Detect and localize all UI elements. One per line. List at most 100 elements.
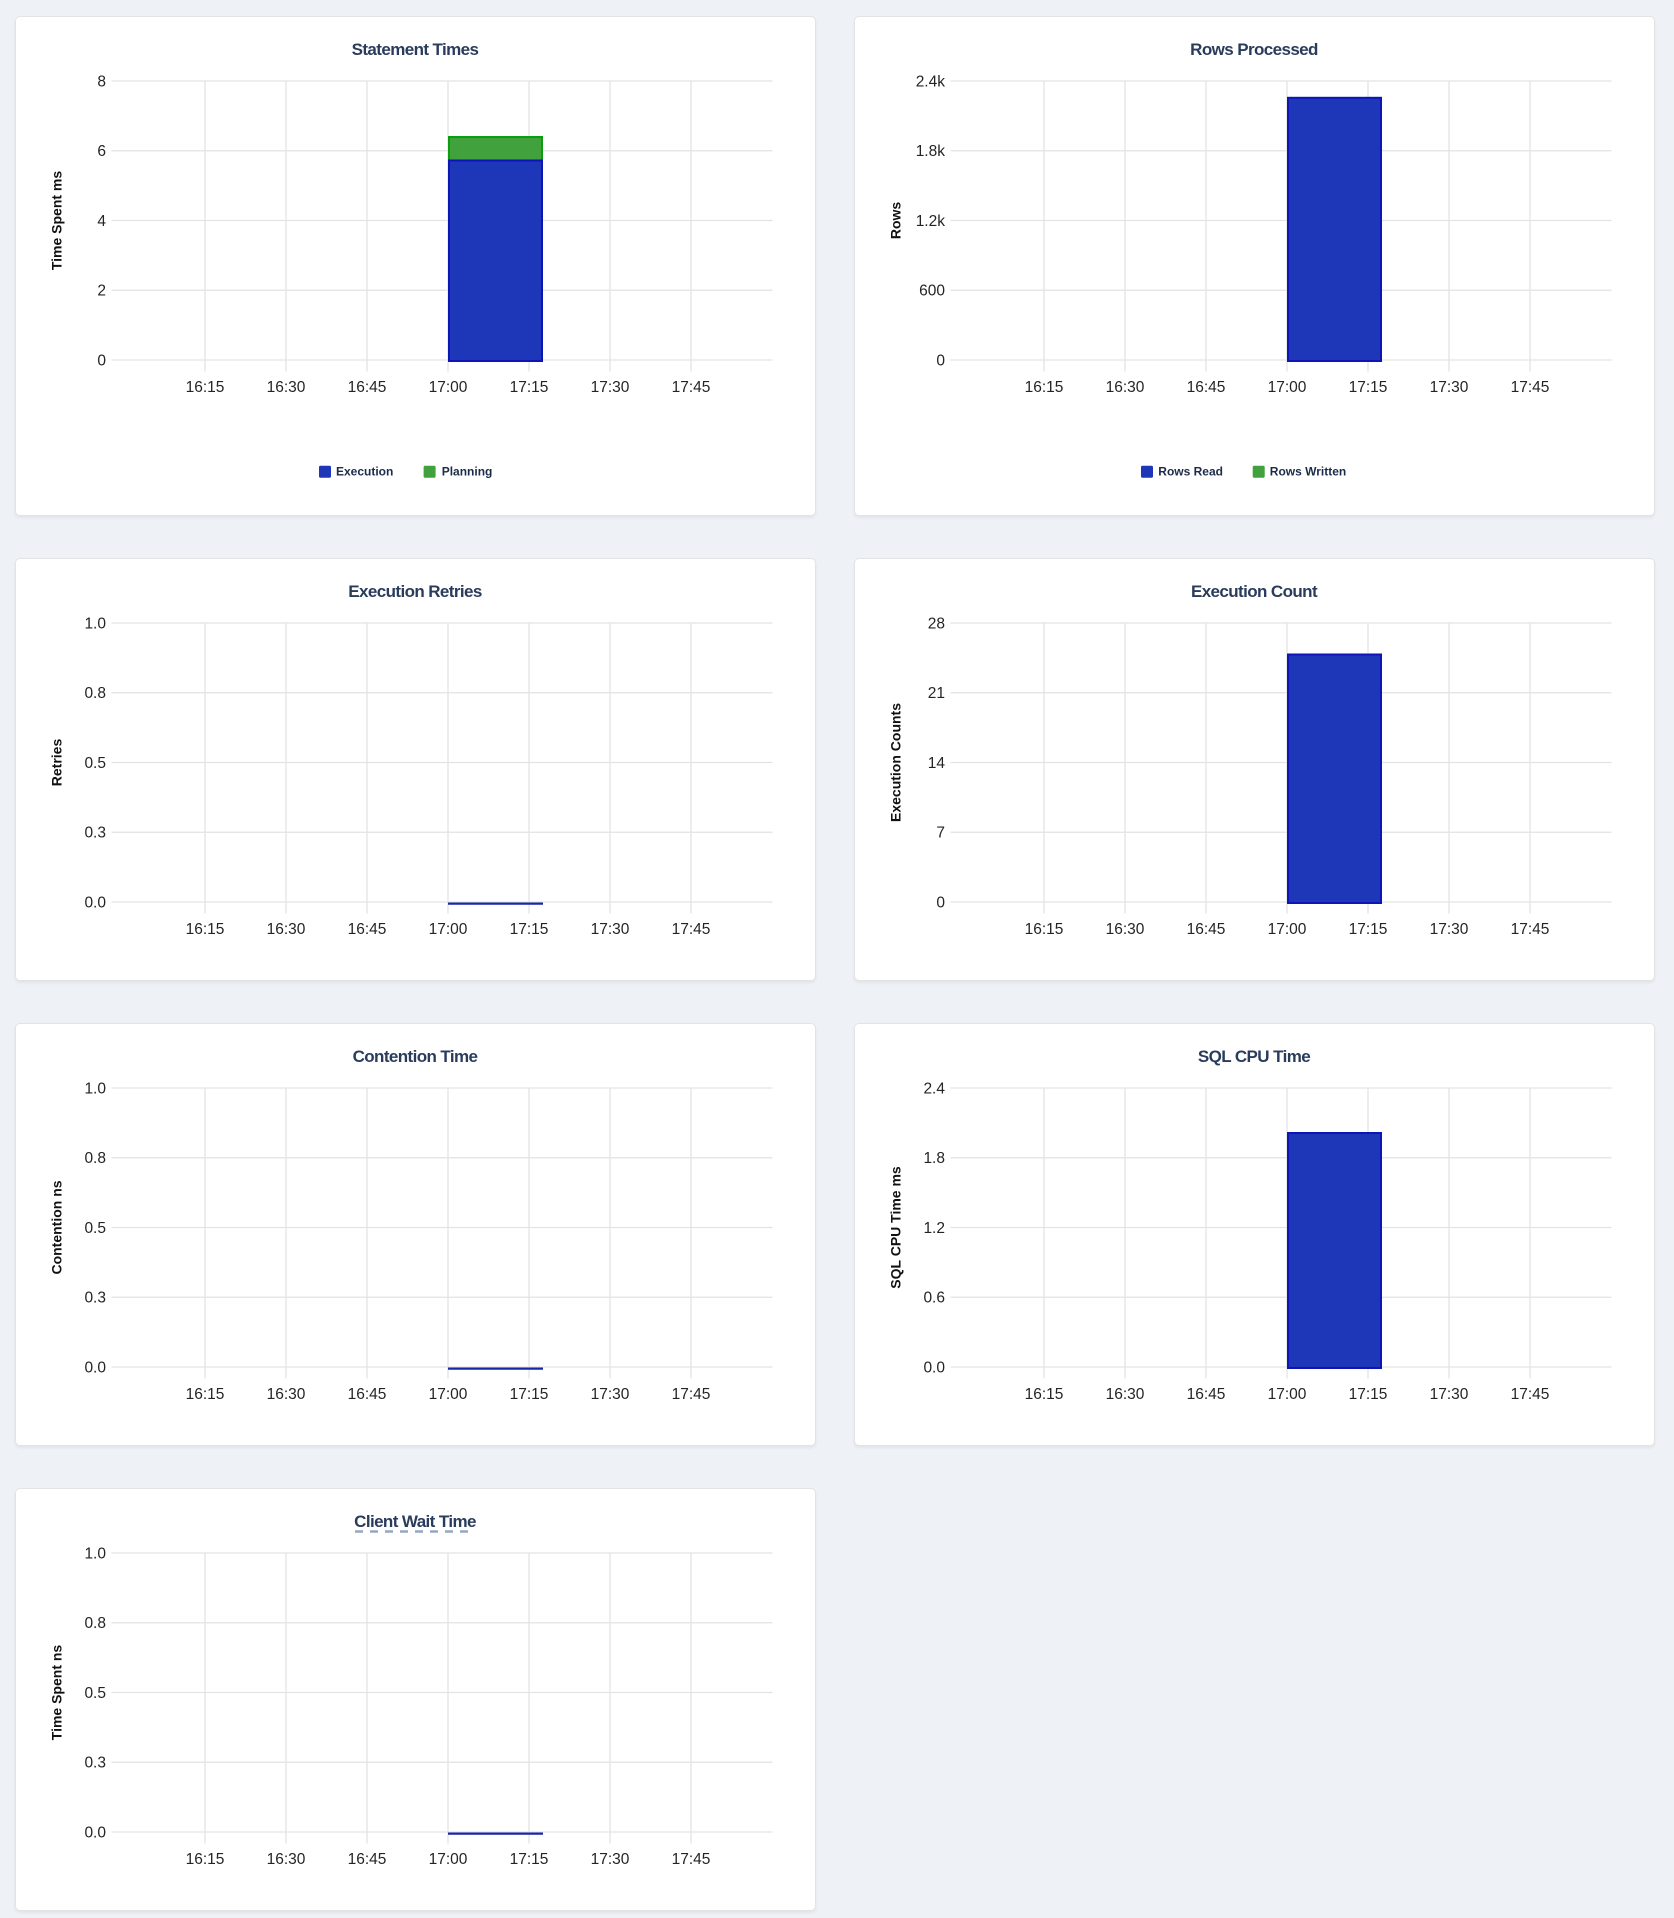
svg-text:16:45: 16:45 [1187, 1386, 1226, 1403]
svg-text:17:15: 17:15 [1349, 921, 1388, 938]
svg-text:17:00: 17:00 [429, 379, 468, 396]
svg-text:17:30: 17:30 [1430, 921, 1469, 938]
svg-text:14: 14 [928, 755, 946, 772]
svg-text:17:15: 17:15 [1349, 1386, 1388, 1403]
svg-text:6: 6 [97, 143, 106, 160]
svg-text:17:30: 17:30 [591, 1851, 630, 1868]
svg-text:17:45: 17:45 [672, 921, 711, 938]
svg-text:Execution Counts: Execution Counts [888, 703, 904, 822]
svg-text:Rows Read: Rows Read [1158, 465, 1223, 479]
svg-text:1.2k: 1.2k [916, 213, 946, 230]
svg-text:1.0: 1.0 [84, 615, 106, 632]
svg-text:16:15: 16:15 [186, 921, 225, 938]
svg-text:16:45: 16:45 [1187, 379, 1226, 396]
svg-text:17:15: 17:15 [1349, 379, 1388, 396]
svg-text:Retries: Retries [49, 739, 65, 787]
svg-text:16:30: 16:30 [267, 1386, 306, 1403]
svg-text:7: 7 [936, 825, 945, 842]
svg-text:2.4k: 2.4k [916, 73, 946, 90]
svg-text:Time Spent ms: Time Spent ms [49, 171, 65, 271]
svg-text:0.6: 0.6 [923, 1290, 945, 1307]
svg-text:1.8: 1.8 [923, 1150, 945, 1167]
svg-text:0.5: 0.5 [84, 1220, 106, 1237]
svg-text:16:30: 16:30 [1106, 921, 1145, 938]
svg-text:0.5: 0.5 [84, 1685, 106, 1702]
svg-text:17:30: 17:30 [591, 1386, 630, 1403]
svg-text:0.5: 0.5 [84, 755, 106, 772]
svg-text:Contention ns: Contention ns [49, 1180, 65, 1274]
svg-text:17:00: 17:00 [1268, 921, 1307, 938]
svg-text:SQL CPU Time ms: SQL CPU Time ms [888, 1166, 904, 1289]
svg-text:16:15: 16:15 [186, 1851, 225, 1868]
svg-text:17:45: 17:45 [1511, 921, 1550, 938]
svg-text:SQL CPU Time: SQL CPU Time [1198, 1047, 1310, 1066]
svg-text:Time Spent ns: Time Spent ns [49, 1645, 65, 1741]
svg-text:600: 600 [919, 283, 945, 300]
svg-text:17:45: 17:45 [1511, 1386, 1550, 1403]
svg-text:16:15: 16:15 [186, 1386, 225, 1403]
svg-text:16:30: 16:30 [1106, 379, 1145, 396]
svg-text:4: 4 [97, 213, 106, 230]
svg-text:8: 8 [97, 73, 106, 90]
svg-text:Execution Count: Execution Count [1191, 582, 1318, 601]
svg-text:17:45: 17:45 [672, 1386, 711, 1403]
svg-text:17:15: 17:15 [510, 1851, 549, 1868]
svg-text:28: 28 [928, 615, 945, 632]
svg-text:0.0: 0.0 [84, 1824, 106, 1841]
svg-text:0.3: 0.3 [84, 1290, 106, 1307]
svg-text:16:15: 16:15 [186, 379, 225, 396]
svg-text:16:45: 16:45 [1187, 921, 1226, 938]
svg-text:16:30: 16:30 [267, 921, 306, 938]
svg-text:17:45: 17:45 [1511, 379, 1550, 396]
svg-text:0.0: 0.0 [923, 1359, 945, 1376]
svg-text:17:15: 17:15 [510, 921, 549, 938]
svg-text:17:00: 17:00 [1268, 1386, 1307, 1403]
svg-text:1.8k: 1.8k [916, 143, 946, 160]
svg-text:0.8: 0.8 [84, 685, 106, 702]
svg-text:17:00: 17:00 [429, 1386, 468, 1403]
svg-text:Execution: Execution [336, 465, 393, 479]
svg-text:16:15: 16:15 [1025, 1386, 1064, 1403]
svg-text:16:30: 16:30 [267, 379, 306, 396]
svg-text:16:15: 16:15 [1025, 921, 1064, 938]
svg-text:Statement Times: Statement Times [352, 40, 479, 59]
svg-text:0: 0 [936, 352, 945, 369]
svg-text:16:45: 16:45 [348, 1386, 387, 1403]
svg-text:1.0: 1.0 [84, 1080, 106, 1097]
svg-text:0.3: 0.3 [84, 825, 106, 842]
svg-text:1.0: 1.0 [84, 1545, 106, 1562]
svg-text:17:30: 17:30 [591, 379, 630, 396]
svg-text:17:30: 17:30 [1430, 1386, 1469, 1403]
svg-text:17:30: 17:30 [1430, 379, 1469, 396]
svg-text:17:45: 17:45 [672, 379, 711, 396]
svg-text:Client Wait Time: Client Wait Time [354, 1512, 476, 1531]
svg-text:16:45: 16:45 [348, 1851, 387, 1868]
svg-text:17:00: 17:00 [1268, 379, 1307, 396]
svg-text:Contention Time: Contention Time [353, 1047, 478, 1066]
svg-text:16:30: 16:30 [1106, 1386, 1145, 1403]
svg-text:17:15: 17:15 [510, 379, 549, 396]
svg-text:Rows Processed: Rows Processed [1190, 40, 1318, 59]
svg-text:0: 0 [97, 352, 106, 369]
svg-text:16:45: 16:45 [348, 921, 387, 938]
svg-text:1.2: 1.2 [923, 1220, 945, 1237]
svg-text:17:15: 17:15 [510, 1386, 549, 1403]
svg-text:0.8: 0.8 [84, 1150, 106, 1167]
svg-text:17:00: 17:00 [429, 921, 468, 938]
svg-text:17:00: 17:00 [429, 1851, 468, 1868]
svg-text:16:30: 16:30 [267, 1851, 306, 1868]
svg-text:0.3: 0.3 [84, 1755, 106, 1772]
svg-text:0.0: 0.0 [84, 1359, 106, 1376]
svg-text:17:30: 17:30 [591, 921, 630, 938]
svg-text:0.0: 0.0 [84, 894, 106, 911]
svg-text:16:15: 16:15 [1025, 379, 1064, 396]
svg-text:0: 0 [936, 894, 945, 911]
svg-text:2.4: 2.4 [923, 1080, 945, 1097]
svg-text:Planning: Planning [442, 465, 493, 479]
svg-text:0.8: 0.8 [84, 1615, 106, 1632]
svg-text:Rows Written: Rows Written [1270, 465, 1346, 479]
svg-text:21: 21 [928, 685, 945, 702]
svg-text:16:45: 16:45 [348, 379, 387, 396]
svg-text:2: 2 [97, 283, 106, 300]
svg-text:17:45: 17:45 [672, 1851, 711, 1868]
